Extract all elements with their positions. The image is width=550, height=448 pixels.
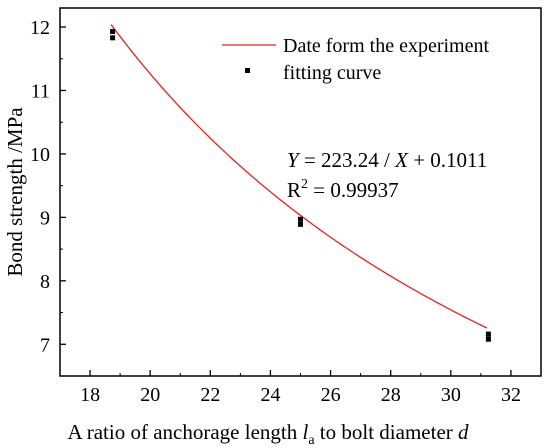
x-tick-label: 24 — [260, 384, 280, 406]
data-point — [485, 331, 491, 337]
data-point — [298, 221, 303, 227]
y-axis-title: Bond strength /MPa — [3, 107, 27, 277]
data-point — [485, 336, 491, 342]
r-squared-annotation: R2 = 0.99937 — [287, 177, 399, 202]
legend-label-line: Date form the experiment — [283, 35, 489, 57]
x-tick-label: 30 — [441, 384, 461, 406]
equation-annotation: Y = 223.24 / X + 0.1011 — [287, 148, 487, 172]
data-point — [298, 216, 303, 222]
y-axis: 7 8 9 10 11 12 — [30, 17, 66, 356]
y-tick-label: 8 — [40, 271, 50, 293]
legend: Date form the experiment fitting curve — [222, 35, 489, 84]
x-tick-label: 20 — [140, 384, 160, 406]
x-tick-label: 26 — [321, 384, 341, 406]
x-axis-title: A ratio of anchorage length la to bolt d… — [67, 420, 469, 448]
y-tick-label: 12 — [30, 17, 50, 39]
fitted-curve-line — [110, 24, 488, 329]
x-tick-label: 28 — [381, 384, 401, 406]
x-tick-label: 22 — [200, 384, 220, 406]
x-tick-label: 18 — [80, 384, 100, 406]
x-axis: 18 20 22 24 26 28 30 32 — [80, 370, 521, 406]
x-tick-label: 32 — [501, 384, 521, 406]
data-point — [110, 35, 116, 41]
legend-point-swatch — [245, 68, 250, 73]
y-tick-label: 10 — [30, 144, 50, 166]
y-tick-label: 7 — [40, 334, 50, 356]
plot-area — [110, 24, 491, 342]
data-point — [110, 28, 116, 34]
legend-label-points: fitting curve — [283, 62, 381, 84]
y-tick-label: 9 — [40, 207, 50, 229]
y-tick-label: 11 — [31, 80, 50, 102]
